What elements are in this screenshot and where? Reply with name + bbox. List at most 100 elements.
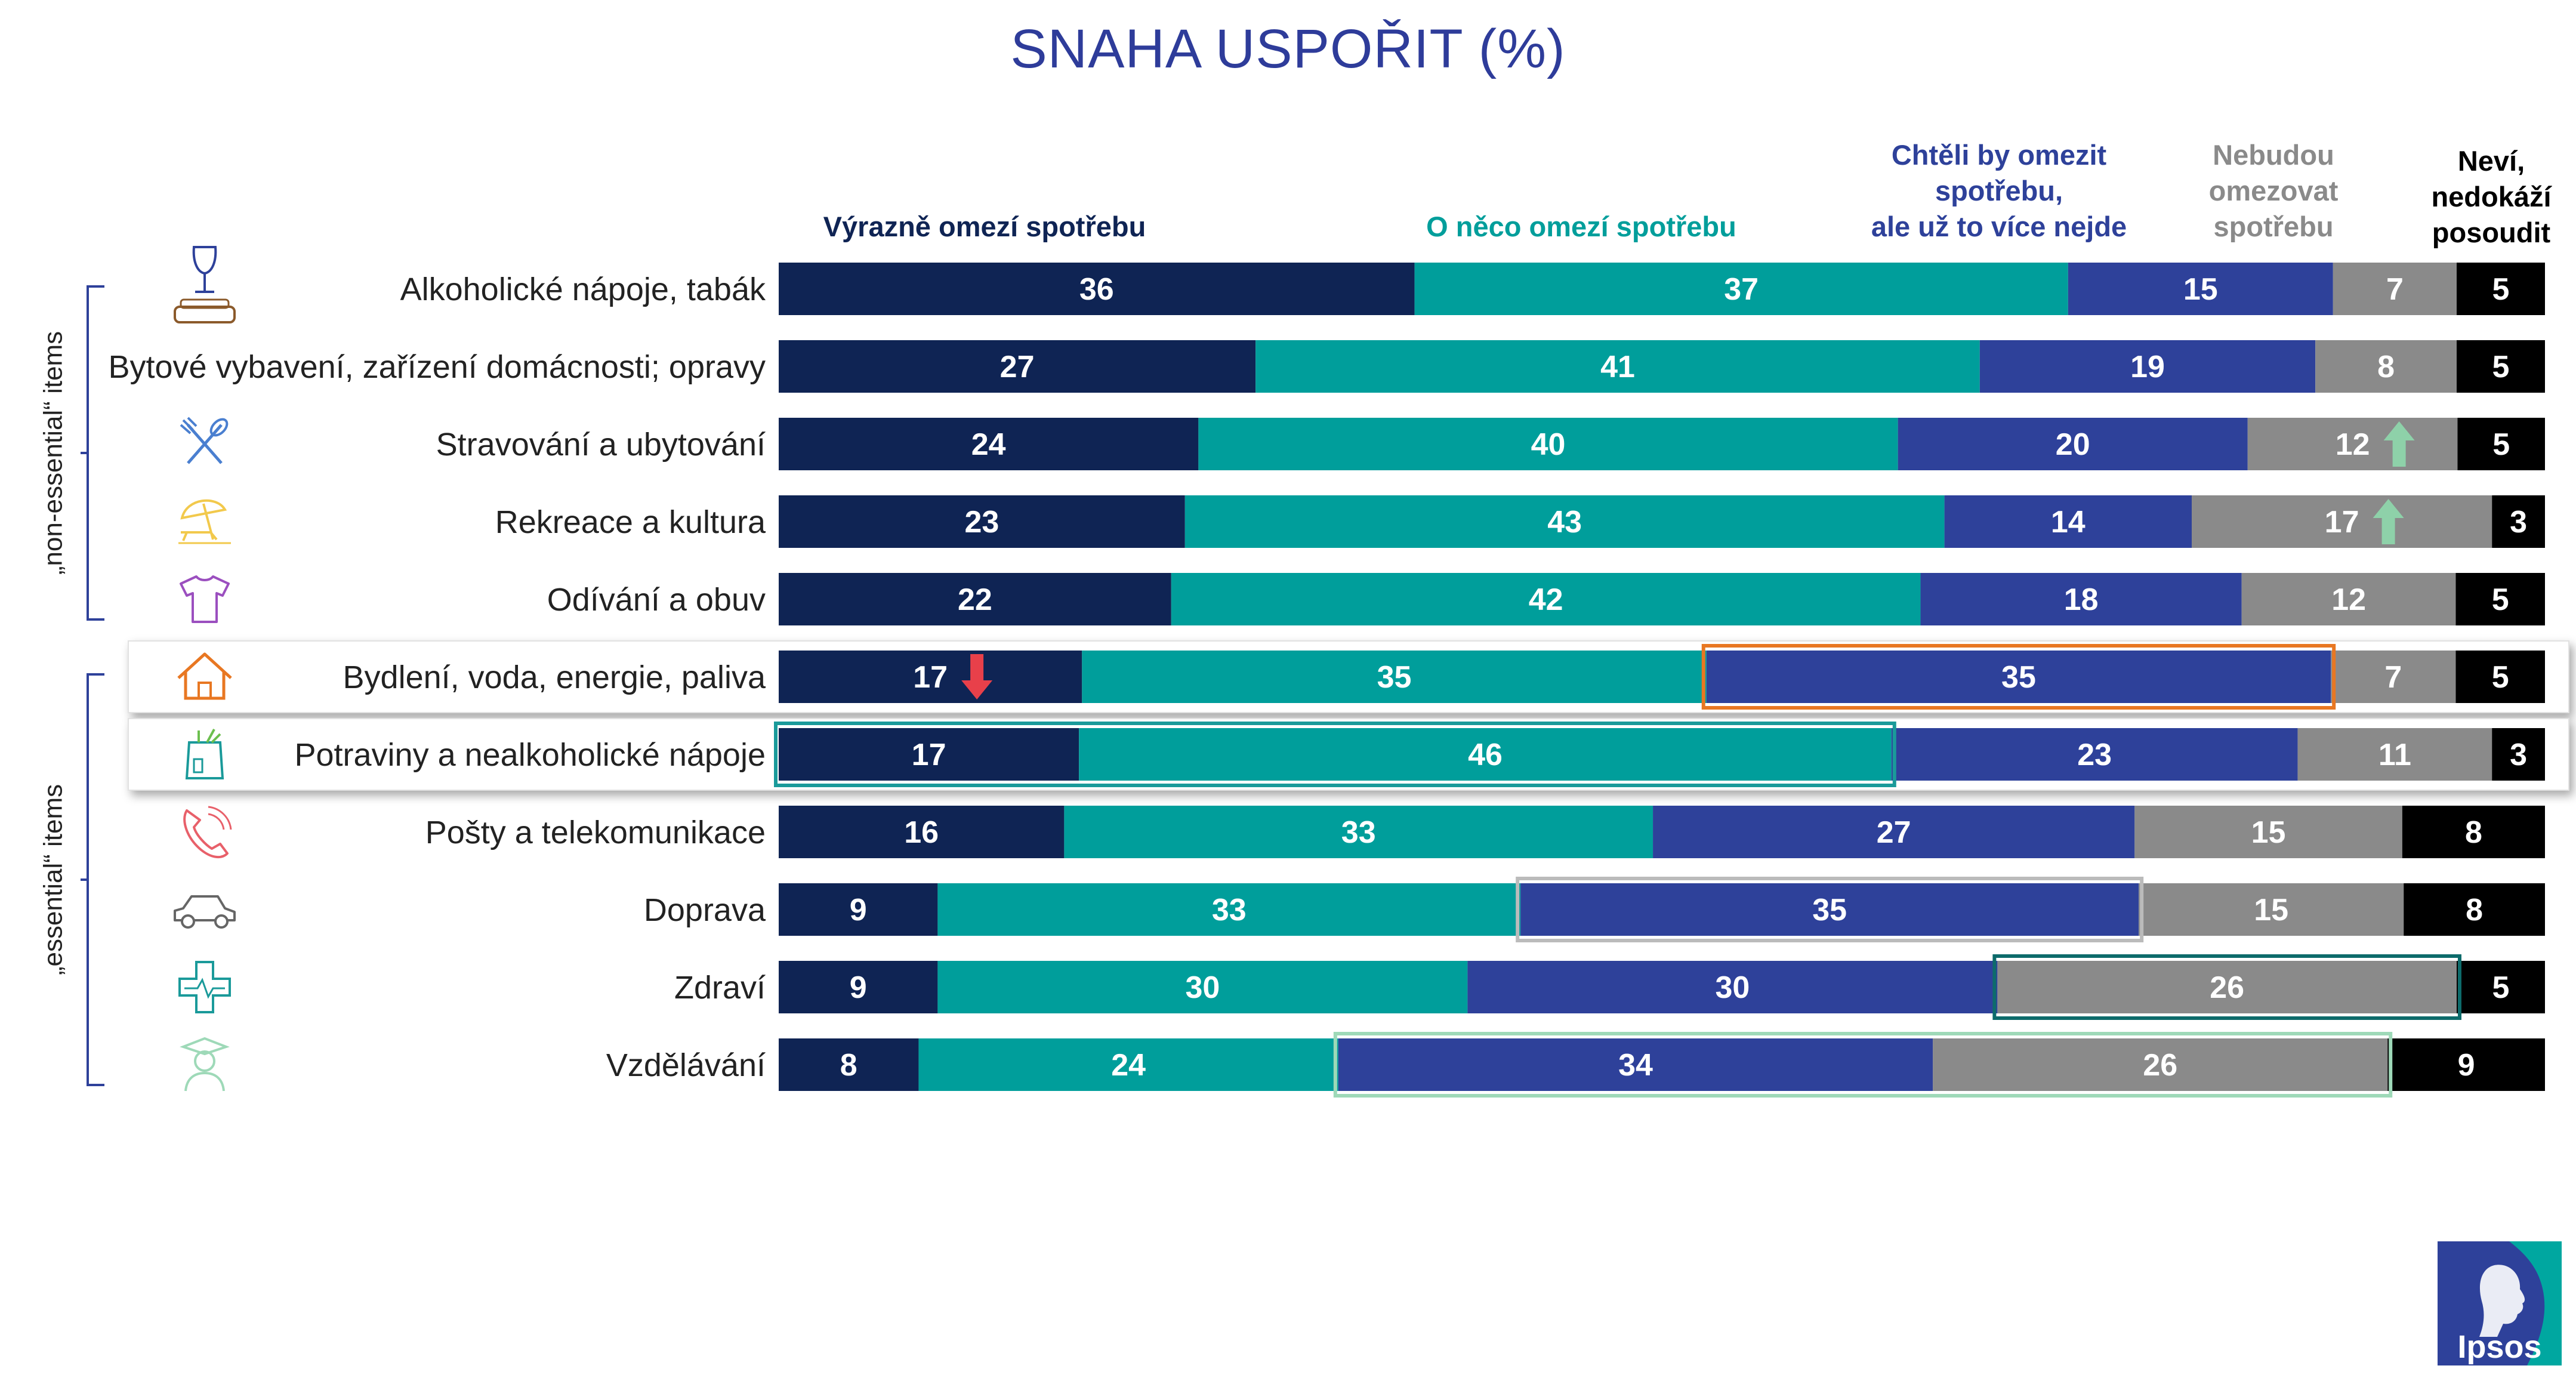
bar-segment (779, 651, 1082, 703)
bar-value-label: 18 (2064, 582, 2099, 617)
category-label: Bytové vybavení, zařízení domácnosti; op… (108, 349, 766, 385)
bar-segment (2315, 340, 2457, 393)
bar-segment (2455, 651, 2545, 703)
bar-value-label: 35 (1812, 893, 1847, 927)
bar-value-label: 33 (1212, 893, 1247, 927)
legend-series-2: O něco omezí spotřebu (1426, 211, 1736, 242)
legend-series-3-line-3: ale už to více nejde (1871, 211, 2127, 242)
bar-value-label: 11 (2378, 738, 2411, 772)
bar-segment (779, 806, 1065, 858)
category-label: Pošty a telekomunikace (425, 815, 766, 850)
bar-segment (1171, 573, 1921, 625)
bar-segment (1198, 418, 1898, 470)
group-label: „essential“ items (39, 784, 68, 975)
bar-segment (1920, 573, 2242, 625)
category-label: Odívání a obuv (547, 582, 766, 618)
bar-segment (1933, 1038, 2388, 1091)
bar-value-label: 15 (2183, 272, 2218, 307)
bar-segment (1979, 340, 2316, 393)
category-label: Stravování a ubytování (436, 427, 766, 463)
legend-series-4-line-2: omezovat (2208, 175, 2339, 206)
legend-series-5-line-2: nedokáží (2431, 181, 2552, 212)
category-label: Zdraví (674, 970, 766, 1006)
change-arrows (961, 421, 2415, 699)
bar-segment (2404, 883, 2545, 936)
bar-value-label: 8 (2466, 893, 2483, 927)
bar-segment (779, 1038, 919, 1091)
bar-value-label: 37 (1724, 272, 1759, 307)
chart-title: SNAHA USPOŘIT (%) (1010, 19, 1566, 79)
bar-value-label: 30 (1185, 970, 1220, 1005)
bar-value-label: 3 (2510, 505, 2527, 540)
category-label: Rekreace a kultura (495, 504, 766, 540)
bar-segment (2455, 573, 2545, 625)
bar-value-label: 24 (971, 427, 1006, 462)
bar-value-label: 17 (913, 660, 948, 695)
bar-segment (2457, 263, 2545, 315)
bar-segment (937, 961, 1468, 1013)
bar-segment (2192, 495, 2492, 548)
bar-segment (2333, 263, 2457, 315)
bar-value-label: 17 (912, 738, 946, 772)
bar-segment (1255, 340, 1980, 393)
bar-segment (1898, 418, 2248, 470)
bar-segment (937, 883, 1521, 936)
bar-segment (2241, 573, 2456, 625)
bar-segment (779, 573, 1171, 625)
bar-value-label: 12 (2331, 582, 2366, 617)
bar-value-label: 35 (1377, 660, 1412, 695)
bar-segment (1414, 263, 2068, 315)
bar-segment (779, 728, 1079, 781)
bar-value-label: 40 (1531, 427, 1566, 462)
bar-segment (779, 418, 1199, 470)
bar-segment (1944, 495, 2192, 548)
beach-umbrella-icon (178, 499, 231, 544)
group-brackets: „non-essential“ items „essential“ items (39, 285, 104, 1086)
legend-series-5: Neví, nedokáží posoudit (2411, 143, 2572, 251)
bar-value-label: 12 (2336, 427, 2370, 462)
bar-value-label: 23 (964, 505, 999, 540)
bar-value-label: 24 (1111, 1048, 1146, 1083)
category-icons (174, 246, 236, 1092)
legend-series-4-line-3: spotřebu (2213, 211, 2334, 242)
bar-segment (1184, 495, 1945, 548)
bar-value-label: 8 (2377, 350, 2395, 384)
bar-segment (2331, 651, 2456, 703)
phone-icon (183, 806, 232, 858)
legend-series-3-line-1: Chtěli by omezit (1891, 139, 2107, 171)
bar-value-label: 5 (2492, 427, 2510, 462)
bar-segment (2402, 806, 2545, 858)
grocery-bag-icon (185, 729, 224, 779)
house-icon (177, 652, 232, 700)
bar-value-label: 22 (958, 582, 992, 617)
category-label: Alkoholické nápoje, tabák (400, 272, 766, 307)
bar-segment (2457, 961, 2545, 1013)
group-bracket (87, 285, 104, 621)
bar-value-label: 46 (1468, 738, 1503, 772)
bar-segment (1891, 728, 2298, 781)
bar-segment (1997, 961, 2457, 1013)
bar-value-label: 5 (2492, 582, 2509, 617)
legend-series-3: Chtěli by omezit spotřebu, ale už to víc… (1820, 137, 2178, 245)
bar-value-label: 5 (2492, 970, 2510, 1005)
bar-value-label: 19 (2130, 350, 2165, 384)
graduate-icon (180, 1037, 230, 1092)
bar-segment (779, 883, 938, 936)
bar-value-label: 7 (2386, 272, 2404, 307)
highlight-box (1516, 877, 2144, 942)
bar-value-label: 26 (2210, 970, 2244, 1005)
bar-segment (2297, 728, 2492, 781)
bar-value-label: 5 (2492, 660, 2509, 695)
bar-value-label: 17 (2325, 505, 2359, 540)
group-bracket (87, 673, 104, 1086)
medical-cross-icon (178, 961, 231, 1013)
legend-series-4-line-1: Nebudou (2213, 139, 2334, 171)
bar-segment (2068, 263, 2333, 315)
bar-value-label: 8 (2465, 815, 2482, 850)
bar-value-label: 7 (2384, 660, 2402, 695)
bar-value-label: 41 (1600, 350, 1635, 384)
bar-segment (1520, 883, 2139, 936)
highlight-box (1701, 644, 2336, 710)
bar-value-label: 43 (1547, 505, 1582, 540)
